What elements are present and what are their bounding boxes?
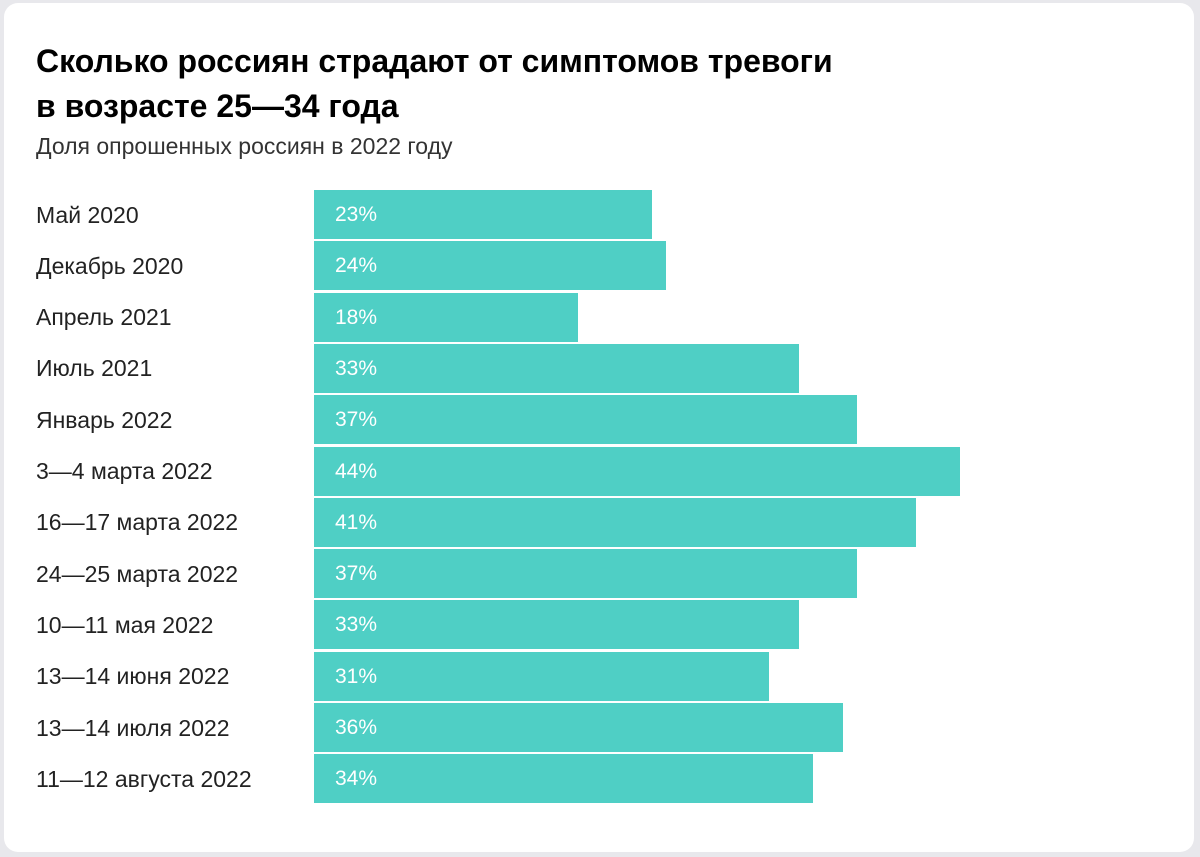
bar: 23% bbox=[314, 190, 652, 239]
bar-value-label: 34% bbox=[335, 767, 378, 791]
category-label: Декабрь 2020 bbox=[36, 252, 184, 279]
bar-value-label: 24% bbox=[335, 254, 378, 278]
category-label: 13—14 июля 2022 bbox=[36, 714, 230, 741]
bar-value-label: 37% bbox=[335, 408, 378, 432]
bar-value-label: 36% bbox=[335, 716, 378, 739]
bar: 37% bbox=[314, 549, 858, 599]
bar-value-label: 41% bbox=[335, 510, 378, 534]
chart-title: Сколько россиян страдают от симптомов тр… bbox=[36, 39, 1136, 129]
bar-value-label: 18% bbox=[335, 305, 378, 329]
category-label: 3—4 марта 2022 bbox=[36, 458, 213, 484]
category-label: 16—17 марта 2022 bbox=[36, 509, 239, 536]
bar: 44% bbox=[314, 446, 960, 496]
chart-title-line-1: Сколько россиян страдают от симптомов тр… bbox=[36, 43, 833, 79]
bar-chart-area: Май 2020 23% Декабрь 2020 24% Апрель 2021 18%… bbox=[4, 3, 1194, 852]
bar-value-label: 31% bbox=[335, 664, 378, 688]
bar-value-label: 37% bbox=[335, 562, 378, 586]
category-label: 24—25 марта 2022 bbox=[36, 560, 239, 587]
chart-title-line-2: в возрасте 25—34 года bbox=[36, 88, 399, 124]
category-label: Май 2020 bbox=[36, 201, 139, 228]
category-label: Апрель 2021 bbox=[36, 304, 172, 331]
bar: 36% bbox=[314, 703, 843, 752]
category-label: Январь 2022 bbox=[36, 406, 173, 433]
bar: 33% bbox=[314, 343, 799, 393]
bar: 33% bbox=[314, 600, 799, 650]
chart-subtitle: Доля опрошенных россиян в 2022 году bbox=[36, 133, 453, 159]
bar: 31% bbox=[314, 651, 770, 701]
bar-value-label: 23% bbox=[335, 203, 378, 226]
bar: 34% bbox=[314, 754, 814, 804]
bar-value-label: 44% bbox=[335, 459, 378, 483]
bar-value-label: 33% bbox=[335, 356, 378, 380]
chart-card: Сколько россиян страдают от симптомов тр… bbox=[4, 3, 1194, 852]
bar-value-label: 33% bbox=[335, 613, 378, 637]
category-label: 10—11 мая 2022 bbox=[36, 611, 214, 638]
bar: 24% bbox=[314, 241, 667, 291]
bar: 37% bbox=[314, 395, 858, 445]
category-label: Июль 2021 bbox=[36, 355, 153, 382]
bar: 18% bbox=[314, 292, 579, 342]
category-label: 11—12 августа 2022 bbox=[36, 765, 252, 792]
bar: 41% bbox=[314, 497, 916, 547]
category-label: 13—14 июня 2022 bbox=[36, 663, 230, 690]
